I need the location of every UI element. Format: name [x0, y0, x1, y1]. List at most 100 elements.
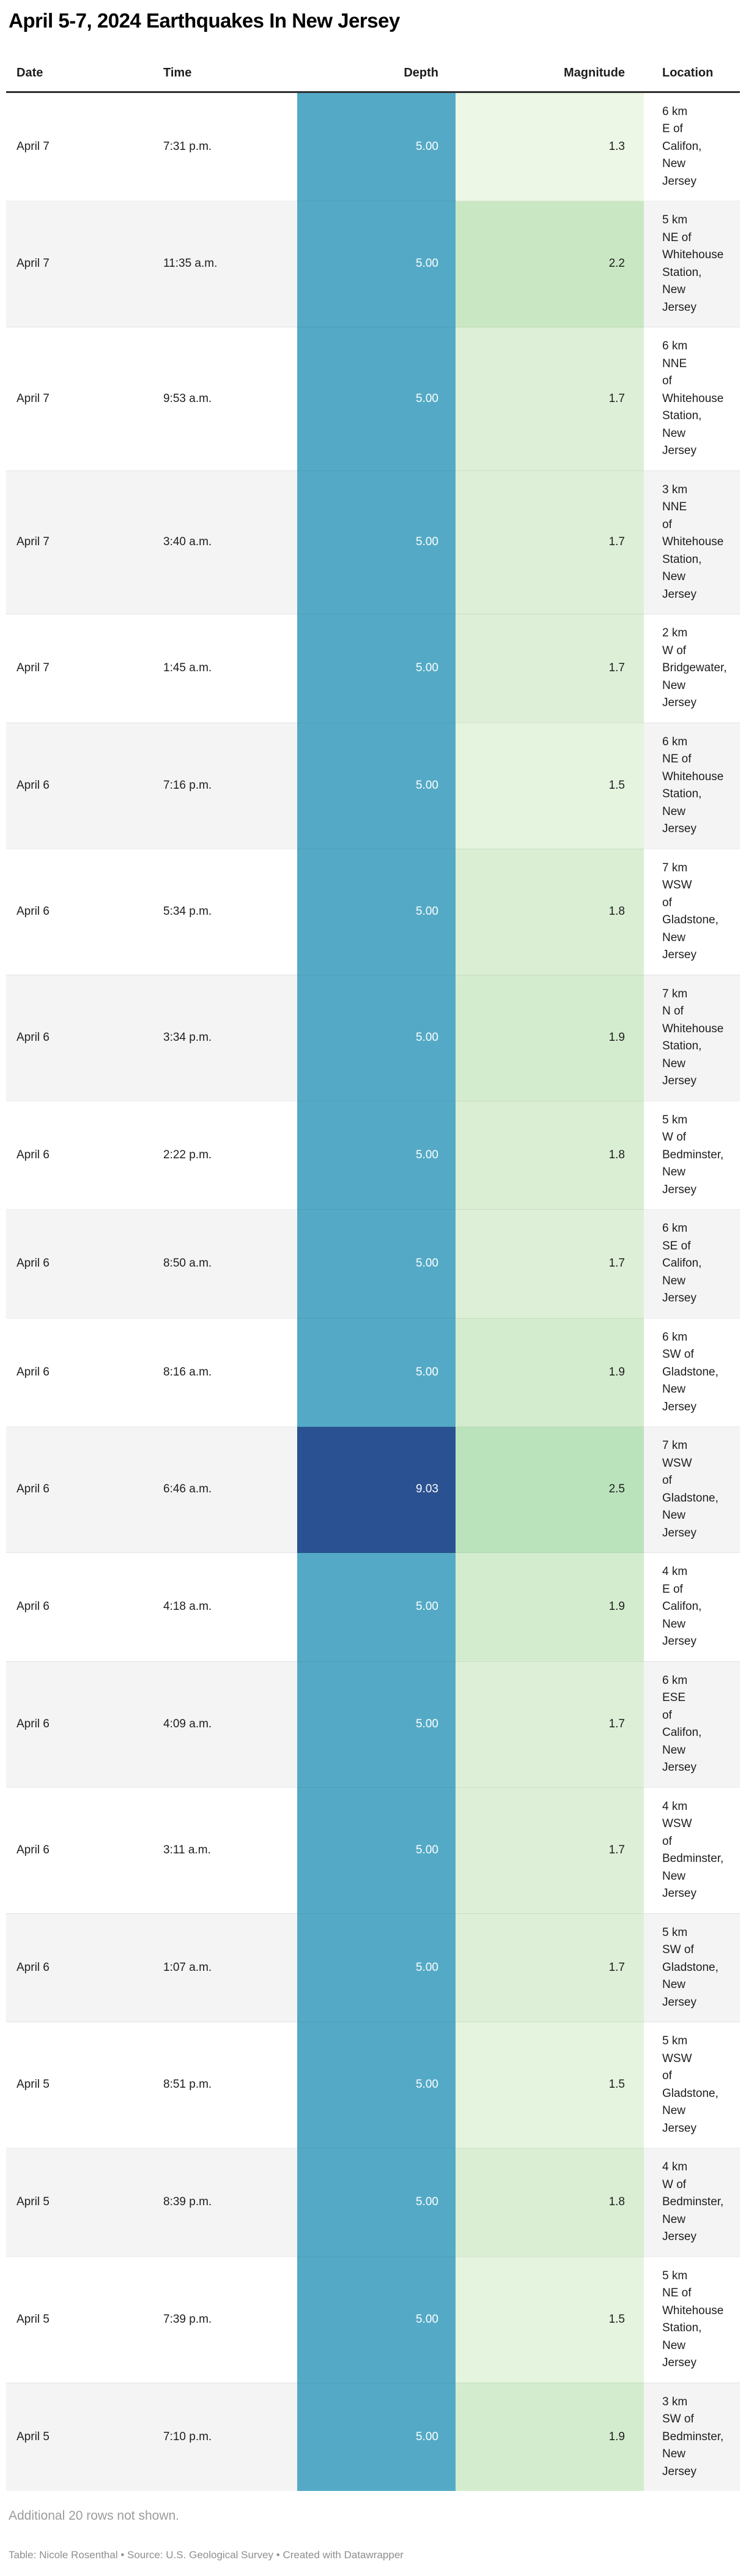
magnitude-cell: 1.7 [456, 1209, 644, 1319]
location-cell: 5 km W of Bedminster, New Jersey [644, 1100, 740, 1210]
time-cell: 4:09 a.m. [149, 1661, 297, 1788]
column-header-depth: Depth [297, 32, 456, 93]
magnitude-cell: 1.7 [456, 1661, 644, 1788]
date-cell: April 6 [6, 848, 149, 975]
depth-cell: 5.00 [297, 1552, 456, 1662]
table-row: April 6 5:34 p.m. 5.00 1.8 7 km WSW of Glads… [6, 848, 740, 975]
location-cell: 4 km W of Bedminster, New Jersey [644, 2148, 740, 2257]
table-row: April 5 7:10 p.m. 5.00 1.9 3 km SW of Bedmin… [6, 2382, 740, 2492]
table-row: April 6 8:16 a.m. 5.00 1.9 6 km SW of Gladst… [6, 1317, 740, 1427]
table-row: April 5 8:51 p.m. 5.00 1.5 5 km WSW of Glads… [6, 2022, 740, 2148]
time-cell: 5:34 p.m. [149, 848, 297, 975]
table-row: April 7 7:31 p.m. 5.00 1.3 6 km E of Califon… [6, 92, 740, 201]
time-cell: 7:39 p.m. [149, 2256, 297, 2383]
time-cell: 9:53 a.m. [149, 327, 297, 471]
table-row: April 7 11:35 a.m. 5.00 2.2 5 km NE of White… [6, 201, 740, 327]
header-row: Date Time Depth Magnitude Location [6, 32, 740, 93]
time-cell: 4:18 a.m. [149, 1552, 297, 1662]
time-cell: 3:40 a.m. [149, 470, 297, 614]
magnitude-cell: 1.9 [456, 1552, 644, 1662]
location-cell: 3 km SW of Bedminster, New Jersey [644, 2382, 740, 2492]
magnitude-cell: 1.8 [456, 1100, 644, 1210]
depth-cell: 5.00 [297, 974, 456, 1101]
magnitude-cell: 1.5 [456, 2256, 644, 2383]
location-cell: 2 km W of Bridgewater, New Jersey [644, 614, 740, 723]
date-cell: April 6 [6, 1317, 149, 1427]
location-cell: 7 km WSW of Gladstone, New Jersey [644, 848, 740, 975]
depth-cell: 5.00 [297, 92, 456, 201]
column-header-date: Date [6, 32, 149, 93]
magnitude-cell: 1.9 [456, 1317, 644, 1427]
depth-cell: 9.03 [297, 1426, 456, 1553]
depth-cell: 5.00 [297, 470, 456, 614]
date-cell: April 5 [6, 2022, 149, 2148]
location-cell: 4 km E of Califon, New Jersey [644, 1552, 740, 1662]
time-cell: 3:34 p.m. [149, 974, 297, 1101]
table-row: April 6 4:09 a.m. 5.00 1.7 6 km ESE of Calif… [6, 1661, 740, 1788]
magnitude-cell: 1.7 [456, 1787, 644, 1914]
time-cell: 7:10 p.m. [149, 2382, 297, 2492]
depth-cell: 5.00 [297, 2382, 456, 2492]
date-cell: April 6 [6, 1913, 149, 2022]
date-cell: April 6 [6, 974, 149, 1101]
location-cell: 7 km N of Whitehouse Station, New Jersey [644, 974, 740, 1101]
location-cell: 6 km SE of Califon, New Jersey [644, 1209, 740, 1319]
magnitude-cell: 1.7 [456, 1913, 644, 2022]
location-cell: 5 km NE of Whitehouse Station, New Jerse… [644, 2256, 740, 2383]
table-row: April 6 7:16 p.m. 5.00 1.5 6 km NE of Whiteh… [6, 722, 740, 849]
date-cell: April 6 [6, 722, 149, 849]
magnitude-cell: 1.5 [456, 2022, 644, 2148]
time-cell: 7:31 p.m. [163, 140, 212, 153]
additional-rows-note: Additional 20 rows not shown. [9, 2509, 179, 2523]
depth-cell: 5.00 [297, 1317, 456, 1427]
time-cell: 8:50 a.m. [149, 1209, 297, 1319]
table-row: April 7 9:53 a.m. 5.00 1.7 6 km NNE of White… [6, 327, 740, 471]
table-row: April 6 1:07 a.m. 5.00 1.7 5 km SW of Gladst… [6, 1913, 740, 2022]
location-cell: 3 km NNE of Whitehouse Station, New Jers… [644, 470, 740, 614]
time-cell: 1:45 a.m. [149, 614, 297, 723]
table-row: April 6 3:34 p.m. 5.00 1.9 7 km N of Whiteho… [6, 974, 740, 1101]
magnitude-cell: 1.9 [456, 974, 644, 1101]
location-cell: 5 km WSW of Gladstone, New Jersey [644, 2022, 740, 2148]
location-cell: 5 km NE of Whitehouse Station, New Jerse… [644, 201, 740, 327]
magnitude-cell: 1.3 [456, 92, 644, 201]
time-cell: 7:16 p.m. [149, 722, 297, 849]
magnitude-cell: 1.7 [456, 614, 644, 723]
table-row: April 6 8:50 a.m. 5.00 1.7 6 km SE of Califo… [6, 1209, 740, 1319]
depth-cell: 5.00 [297, 201, 456, 327]
table-row: April 5 8:39 p.m. 5.00 1.8 4 km W of Bedmins… [6, 2148, 740, 2257]
depth-cell: 5.00 [297, 848, 456, 975]
table-body: April 7 7:31 p.m. 5.00 1.3 6 km E of Califon… [6, 92, 740, 2492]
location-cell: 7 km WSW of Gladstone, New Jersey [644, 1426, 740, 1553]
magnitude-cell: 2.5 [456, 1426, 644, 1553]
depth-cell: 5.00 [297, 1787, 456, 1914]
table-row: April 6 2:22 p.m. 5.00 1.8 5 km W of Bedmins… [6, 1100, 740, 1210]
depth-cell: 5.00 [297, 2256, 456, 2383]
date-cell: April 7 [6, 470, 149, 614]
time-cell: 3:11 a.m. [149, 1787, 297, 1914]
depth-cell: 5.00 [297, 1913, 456, 2022]
table-row: April 6 3:11 a.m. 5.00 1.7 4 km WSW of Bedmi… [6, 1787, 740, 1914]
table-row: April 6 4:18 a.m. 5.00 1.9 4 km E of Califon… [6, 1552, 740, 1662]
datawrapper-table-page: April 5-7, 2024 Earthquakes In New Jerse… [0, 9, 746, 2563]
location-cell: 6 km ESE of Califon, New Jersey [644, 1661, 740, 1788]
depth-cell: 5.00 [297, 1661, 456, 1788]
date-cell: April 7 [6, 614, 149, 723]
magnitude-cell: 1.9 [456, 2382, 644, 2492]
time-cell: 8:16 a.m. [149, 1317, 297, 1427]
date-cell: April 7 [6, 327, 149, 471]
depth-cell: 5.00 [297, 614, 456, 723]
magnitude-cell: 2.2 [456, 201, 644, 327]
location-cell: 6 km NE of Whitehouse Station, New Jerse… [644, 722, 740, 849]
date-cell: April 6 [6, 1426, 149, 1553]
magnitude-cell: 1.8 [456, 848, 644, 975]
date-cell: April 6 [6, 1100, 149, 1210]
location-cell: 6 km SW of Gladstone, New Jersey [644, 1317, 740, 1427]
table-row: April 6 6:46 a.m. 9.03 2.5 7 km WSW of Glads… [6, 1426, 740, 1553]
date-cell: April 5 [6, 2148, 149, 2257]
table-row: April 7 1:45 a.m. 5.00 1.7 2 km W of Bridgew… [6, 614, 740, 723]
location-cell: 4 km WSW of Bedminster, New Jersey [644, 1787, 740, 1914]
depth-cell: 5.00 [297, 2022, 456, 2148]
date-cell: April 5 [6, 2382, 149, 2492]
credit-line: Table: Nicole Rosenthal • Source: U.S. G… [9, 2549, 404, 2561]
